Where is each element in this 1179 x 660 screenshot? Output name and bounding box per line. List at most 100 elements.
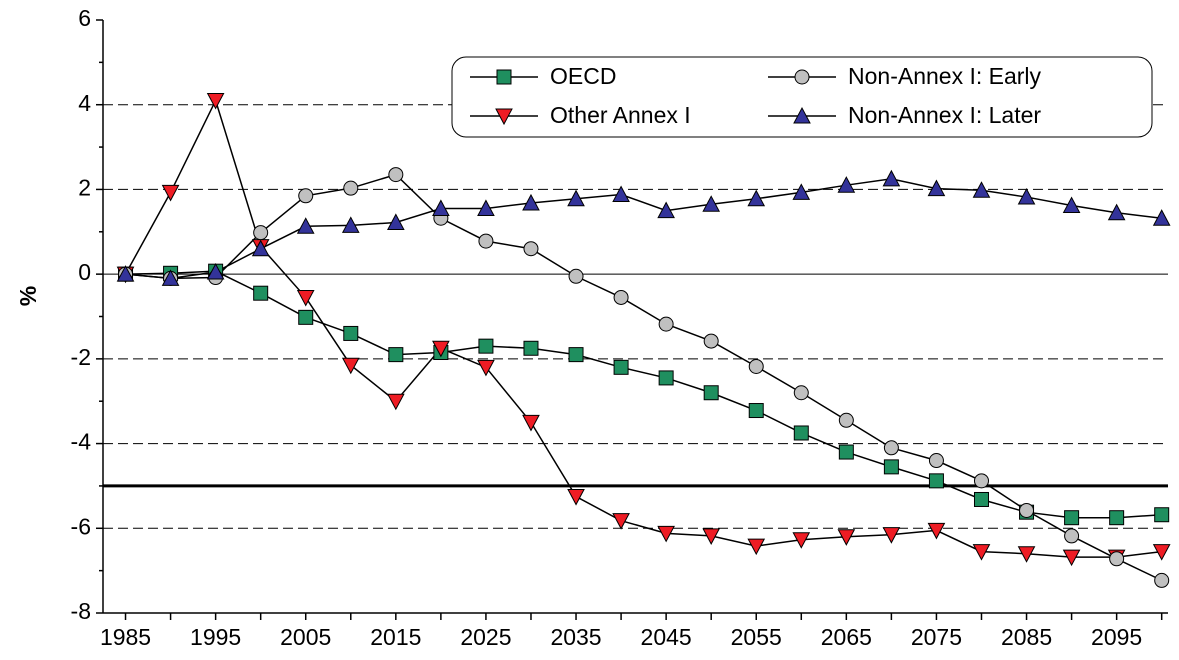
y-tick-label: 2 [78, 175, 91, 201]
marker [1154, 572, 1170, 588]
marker [928, 473, 944, 489]
marker [388, 347, 404, 363]
marker [523, 340, 539, 356]
marker [251, 239, 270, 257]
marker [658, 370, 674, 386]
marker [1062, 196, 1081, 214]
legend-label: Non-Annex I: Early [848, 63, 1042, 89]
legend-label: OECD [550, 63, 616, 89]
marker [568, 268, 584, 284]
marker [432, 340, 450, 358]
marker [748, 403, 764, 419]
marker [343, 325, 359, 341]
marker [1154, 507, 1170, 523]
marker [253, 285, 269, 301]
x-tick-label: 2055 [731, 624, 782, 650]
marker [477, 359, 495, 377]
marker [613, 359, 629, 375]
marker [1107, 203, 1126, 221]
marker [658, 316, 674, 332]
marker [973, 491, 989, 507]
marker [972, 544, 991, 561]
marker [657, 201, 675, 219]
marker [388, 167, 404, 183]
legend-box [451, 56, 1153, 138]
marker [477, 199, 495, 216]
marker [296, 289, 315, 307]
x-tick-label: 1995 [190, 624, 241, 650]
marker [792, 532, 811, 549]
series-line [125, 178, 1162, 280]
marker [1062, 549, 1081, 567]
marker [341, 216, 360, 233]
marker [883, 440, 899, 456]
marker [702, 195, 721, 212]
y-tick-label: 4 [78, 90, 91, 116]
marker [882, 527, 901, 544]
y-axis-label: % [15, 286, 41, 306]
x-tick-label: 1985 [100, 624, 151, 650]
marker [792, 183, 811, 200]
marker [1152, 209, 1171, 226]
y-tick-label: 0 [78, 259, 91, 285]
x-tick-label: 2025 [460, 624, 511, 650]
marker [657, 525, 675, 543]
marker [206, 92, 225, 110]
marker [161, 184, 180, 202]
series-line [125, 173, 1163, 582]
x-tick-label: 2015 [370, 624, 421, 650]
marker [478, 338, 494, 354]
marker [837, 529, 856, 546]
marker [837, 176, 856, 193]
marker [793, 425, 809, 441]
legend: OECD Other Annex I Non-Annex I: Early Non-A… [451, 56, 1153, 138]
x-tick-label: 2005 [280, 624, 331, 650]
marker [567, 189, 585, 207]
marker [1109, 551, 1125, 567]
marker [703, 333, 719, 349]
marker [702, 528, 721, 545]
legend-label: Non-Annex I: Later [848, 102, 1041, 128]
y-tick-label: -8 [71, 598, 91, 624]
marker [883, 459, 899, 475]
marker [522, 193, 540, 211]
x-tick-label: 2075 [911, 624, 962, 650]
marker [972, 181, 991, 198]
marker [568, 347, 584, 363]
legend-label: Other Annex I [550, 102, 691, 128]
marker [495, 108, 513, 126]
marker [432, 199, 450, 216]
marker [1152, 544, 1171, 561]
x-tick-label: 2045 [641, 624, 692, 650]
x-tick-label: 2095 [1091, 624, 1142, 650]
marker [612, 513, 630, 530]
marker [1017, 546, 1036, 563]
marker [927, 179, 946, 197]
marker [567, 489, 585, 506]
marker [928, 453, 944, 469]
marker [343, 180, 359, 196]
marker [523, 241, 539, 257]
marker [838, 444, 854, 460]
marker [161, 269, 180, 286]
y-tick-label: -2 [71, 344, 91, 370]
marker [612, 185, 630, 203]
y-tick-label: -6 [71, 513, 91, 539]
marker [793, 106, 811, 124]
marker [341, 357, 360, 375]
marker [973, 473, 989, 489]
marker [522, 414, 540, 432]
marker [478, 233, 494, 249]
marker [206, 262, 225, 280]
marker [882, 169, 901, 187]
marker [116, 265, 135, 282]
marker [1064, 510, 1080, 526]
x-tick-label: 2035 [550, 624, 601, 650]
marker [703, 385, 719, 401]
marker [1019, 502, 1035, 518]
x-tick-label: 2065 [821, 624, 872, 650]
y-tick-label: -4 [71, 429, 92, 455]
series-line [124, 98, 1162, 558]
marker [386, 213, 405, 230]
marker [747, 189, 766, 207]
